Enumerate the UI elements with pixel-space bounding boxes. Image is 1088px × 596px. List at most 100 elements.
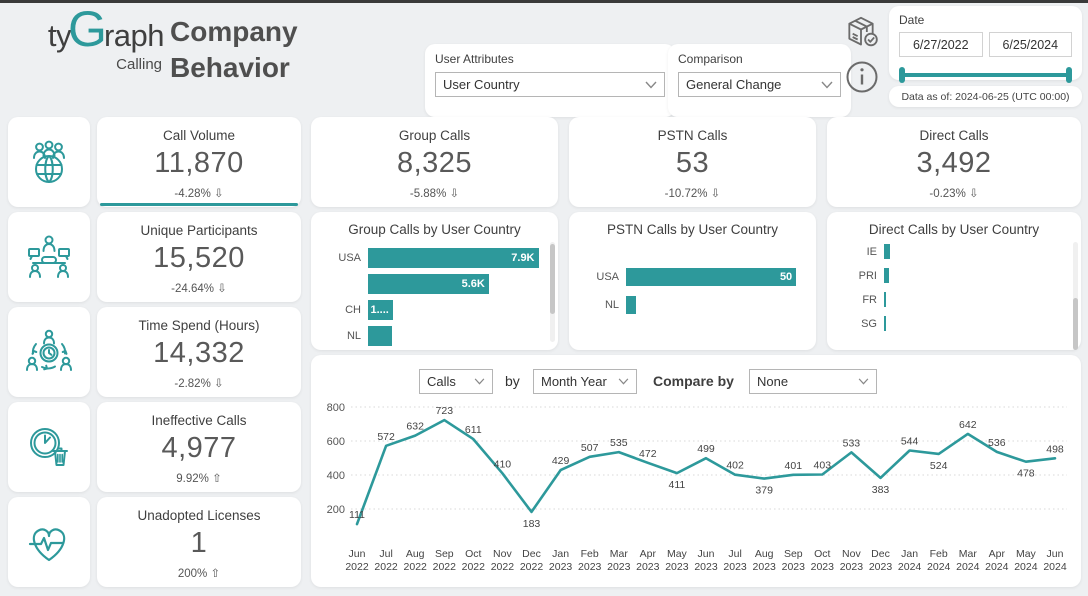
bar-track <box>884 244 1068 259</box>
svg-text:111: 111 <box>349 509 365 521</box>
calls-trend-chart[interactable]: Calls by Month Year Compare by None 200 4… <box>311 355 1081 587</box>
bar-row: PRI <box>835 268 1068 283</box>
bar-value-label: 1.... <box>370 304 389 316</box>
bar[interactable]: 1.... <box>368 300 393 320</box>
bar[interactable]: 50 <box>626 268 797 286</box>
ineffective-calls-tile[interactable] <box>8 402 90 492</box>
bar-track: 1.... <box>368 300 545 320</box>
slider-handle-end[interactable] <box>1066 67 1072 83</box>
kpi-value: 1 <box>190 527 208 559</box>
logo-g-glyph: G <box>68 1 107 57</box>
svg-text:183: 183 <box>523 518 541 530</box>
selected-indicator <box>100 203 298 206</box>
chevron-down-icon <box>645 81 657 89</box>
kpi-delta: -24.64% ⇩ <box>171 283 227 295</box>
bar[interactable] <box>884 244 890 259</box>
bar-category-label: SG <box>861 317 877 330</box>
date-start-input[interactable]: 6/27/2022 <box>899 32 983 57</box>
bar-track <box>884 316 1068 331</box>
date-end-input[interactable]: 6/25/2024 <box>988 32 1072 57</box>
kpi-time-spend[interactable]: Time Spend (Hours) 14,332 -2.82% ⇩ <box>97 307 301 397</box>
user-attributes-value: User Country <box>443 77 520 92</box>
bar[interactable] <box>368 326 392 346</box>
kpi-direct-calls[interactable]: Direct Calls 3,492 -0.23% ⇩ <box>827 117 1081 207</box>
people-around-clock-icon <box>26 329 72 371</box>
kpi-ineffective-calls[interactable]: Ineffective Calls 4,977 9.92% ⇧ <box>97 402 301 492</box>
kpi-pstn-calls[interactable]: PSTN Calls 53 -10.72% ⇩ <box>569 117 816 207</box>
svg-text:410: 410 <box>494 458 512 470</box>
svg-text:498: 498 <box>1046 443 1064 455</box>
svg-text:535: 535 <box>610 437 628 449</box>
bar[interactable]: 7.9K <box>368 248 539 268</box>
top-border <box>0 0 1088 3</box>
kpi-unique-participants[interactable]: Unique Participants 15,520 -24.64% ⇩ <box>97 212 301 302</box>
user-attributes-dropdown[interactable]: User Country <box>435 72 665 97</box>
direct-calls-by-country-chart[interactable]: Direct Calls by User Country IE PRI FR SG <box>827 212 1081 350</box>
group-calls-by-country-chart[interactable]: Group Calls by User Country USA 7.9K 5.6K C… <box>311 212 558 350</box>
logo-subtitle: Calling <box>116 56 162 73</box>
unique-participants-tile[interactable] <box>8 212 90 302</box>
heart-pulse-icon <box>28 528 66 562</box>
bar-track <box>626 296 803 314</box>
page-title-line2: Behavior <box>170 51 290 83</box>
by-label: by <box>505 373 520 389</box>
date-range-slider[interactable] <box>899 67 1072 83</box>
kpi-unadopted-licenses[interactable]: Unadopted Licenses 1 200% ⇧ <box>97 497 301 587</box>
package-check-icon[interactable] <box>841 12 881 57</box>
line-plot-area: 200 400 600 800 111 572 632 723 611 410 183 429 507 5… <box>319 397 1073 590</box>
kpi-label: PSTN Calls <box>657 128 728 143</box>
kpi-label: Call Volume <box>162 128 236 143</box>
svg-text:642: 642 <box>959 419 977 431</box>
kpi-value: 14,332 <box>153 337 245 369</box>
bar[interactable]: 5.6K <box>368 274 489 294</box>
bucket-value: Month Year <box>541 374 607 389</box>
scrollbar-thumb[interactable] <box>1073 298 1078 350</box>
bar-row: NL <box>319 326 545 346</box>
chevron-down-icon <box>858 378 869 385</box>
logo-text-ty: ty <box>47 18 72 53</box>
kpi-value: 11,870 <box>154 147 244 179</box>
data-as-of-badge: Data as of: 2024-06-25 (UTC 00:00) <box>889 86 1082 107</box>
info-icon[interactable] <box>845 60 879 99</box>
time-spend-tile[interactable] <box>8 307 90 397</box>
measure-dropdown[interactable]: Calls <box>419 369 493 394</box>
kpi-label: Time Spend (Hours) <box>138 318 260 333</box>
people-on-globe-icon <box>33 140 65 183</box>
bar[interactable] <box>884 268 890 283</box>
slider-handle-start[interactable] <box>899 67 905 83</box>
bucket-dropdown[interactable]: Month Year <box>533 369 637 394</box>
call-volume-tile[interactable] <box>8 117 90 207</box>
compare-dropdown[interactable]: None <box>749 369 877 394</box>
logo-text-raph: raph <box>103 18 165 53</box>
slider-track <box>901 73 1070 77</box>
kpi-call-volume[interactable]: Call Volume 11,870 -4.28% ⇩ <box>97 117 301 207</box>
pstn-calls-by-country-chart[interactable]: PSTN Calls by User Country USA 50 NL <box>569 212 816 350</box>
svg-text:402: 402 <box>726 460 744 472</box>
svg-text:401: 401 <box>785 460 803 472</box>
compare-value: None <box>757 374 789 389</box>
bar[interactable] <box>626 296 637 314</box>
bar-row: CH 1.... <box>319 300 545 320</box>
clock-trash-icon <box>30 428 68 466</box>
kpi-label: Group Calls <box>398 128 471 143</box>
svg-text:611: 611 <box>465 424 482 436</box>
comparison-dropdown[interactable]: General Change <box>678 72 841 97</box>
unadopted-licenses-tile[interactable] <box>8 497 90 587</box>
kpi-group-calls[interactable]: Group Calls 8,325 -5.88% ⇩ <box>311 117 558 207</box>
measure-value: Calls <box>427 374 456 389</box>
bar-track: 5.6K <box>368 274 545 294</box>
scrollbar-thumb[interactable] <box>550 244 555 314</box>
bar[interactable] <box>884 316 886 331</box>
bar[interactable] <box>884 292 886 307</box>
bar-category-label: PRI <box>858 269 877 282</box>
